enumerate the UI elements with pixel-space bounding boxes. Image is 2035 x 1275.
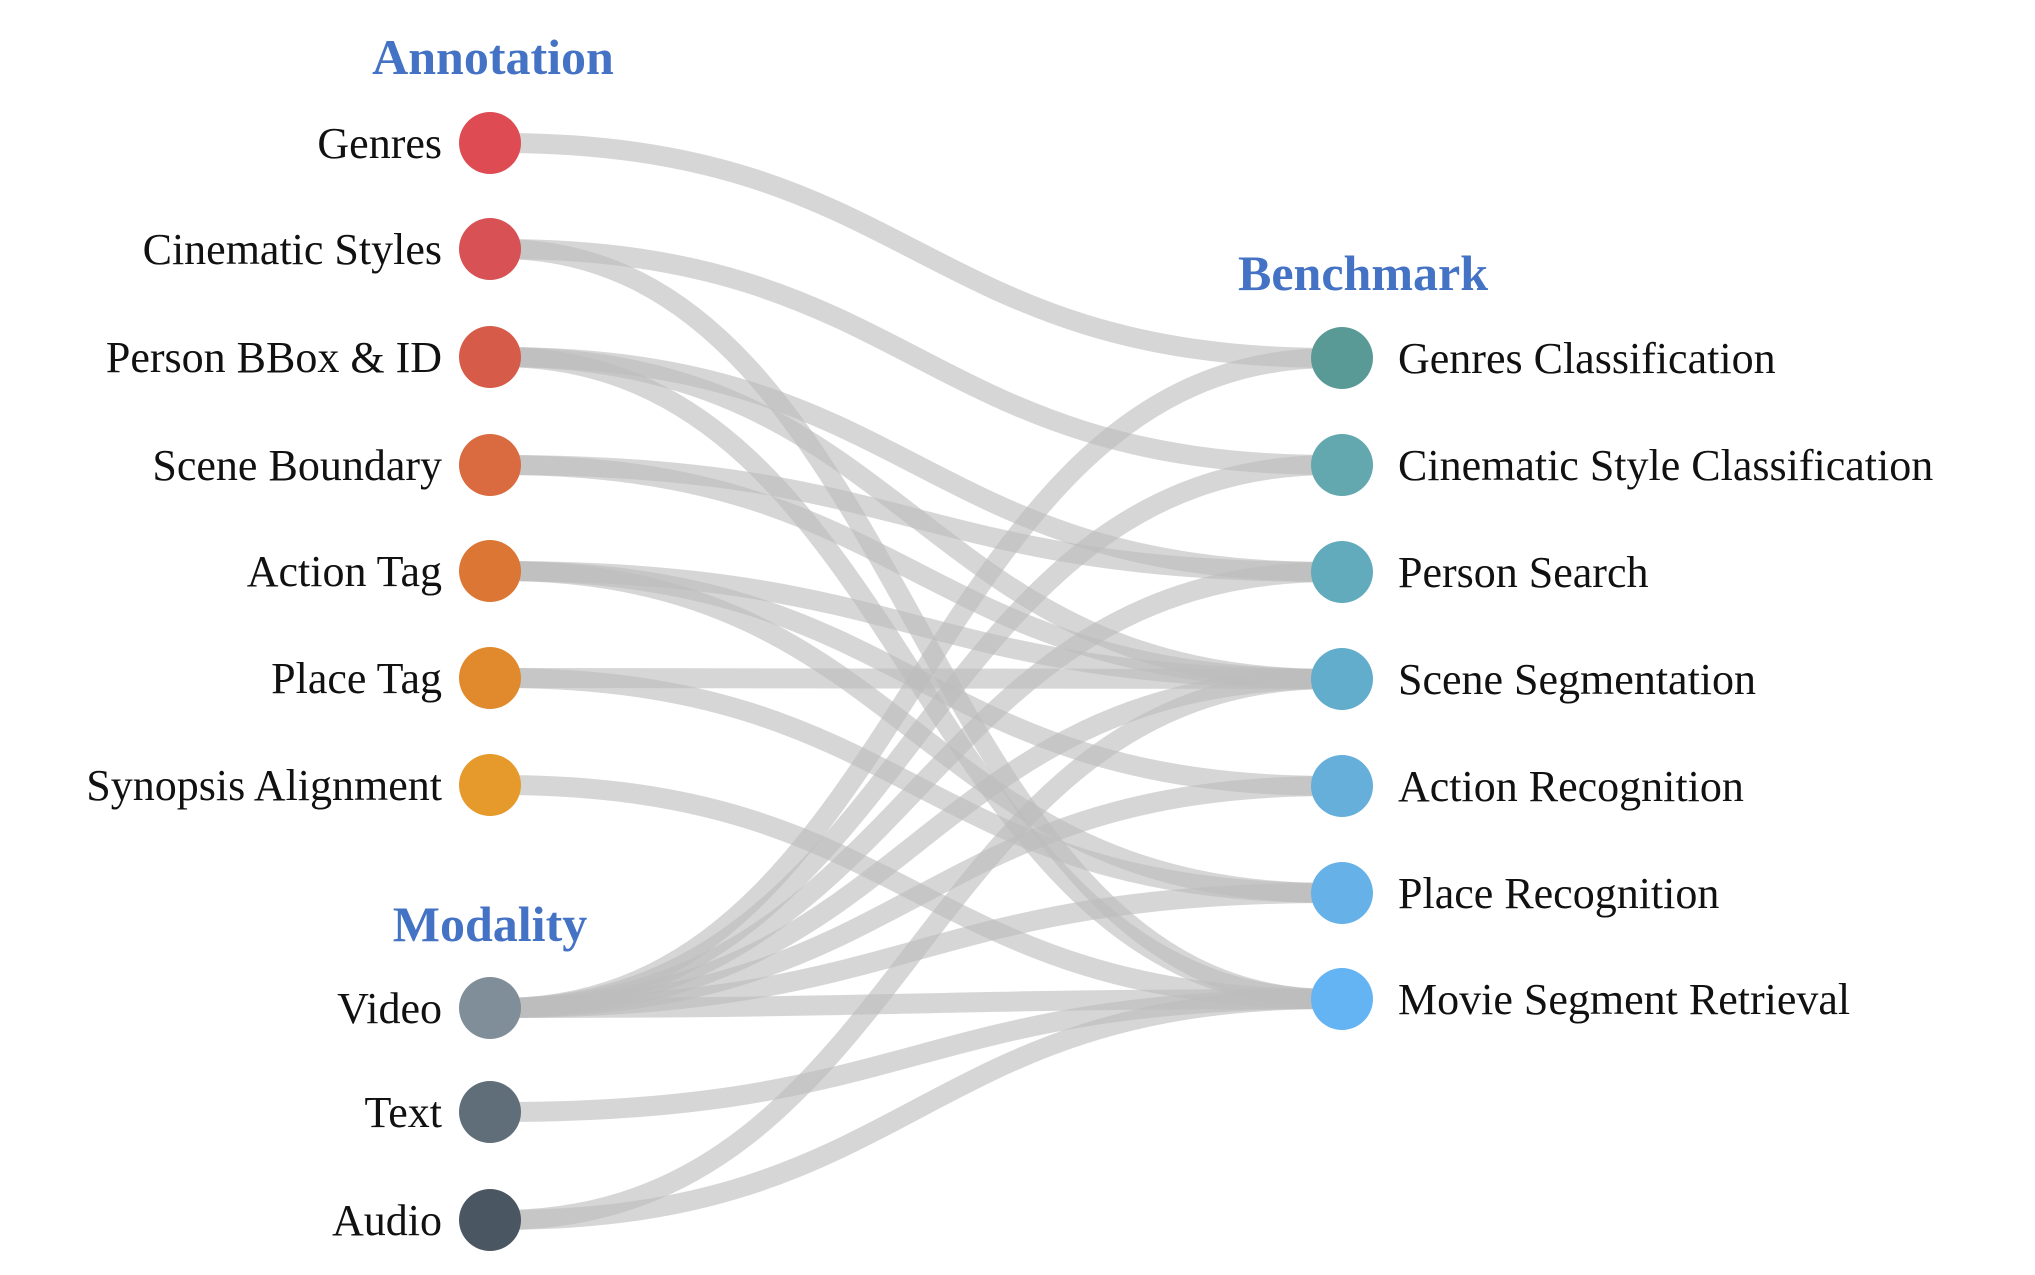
node-place-tag bbox=[459, 647, 521, 709]
label-person-bbox-id: Person BBox & ID bbox=[106, 333, 442, 382]
links-layer bbox=[490, 133, 1342, 1230]
label-action-tag: Action Tag bbox=[247, 547, 442, 596]
label-place-recognition: Place Recognition bbox=[1398, 869, 1719, 918]
node-genres bbox=[459, 112, 521, 174]
node-person-search bbox=[1311, 541, 1373, 603]
link-video-to-cinematic-style-classification bbox=[490, 455, 1342, 1018]
label-action-recognition: Action Recognition bbox=[1398, 762, 1744, 811]
label-movie-segment-retrieval: Movie Segment Retrieval bbox=[1398, 975, 1850, 1024]
modality-heading: Modality bbox=[393, 896, 587, 952]
node-person-bbox-id bbox=[459, 326, 521, 388]
link-audio-to-scene-segmentation bbox=[490, 669, 1342, 1230]
node-cinematic-style-classification bbox=[1311, 434, 1373, 496]
node-text bbox=[459, 1081, 521, 1143]
label-scene-boundary: Scene Boundary bbox=[152, 441, 442, 490]
titles-layer: Annotation Modality Benchmark bbox=[372, 29, 1488, 952]
label-synopsis-alignment: Synopsis Alignment bbox=[86, 761, 442, 810]
label-text: Text bbox=[364, 1088, 442, 1137]
node-video bbox=[459, 977, 521, 1039]
label-cinematic-styles: Cinematic Styles bbox=[143, 225, 442, 274]
node-cinematic-styles bbox=[459, 218, 521, 280]
benchmark-heading: Benchmark bbox=[1238, 245, 1488, 301]
label-person-search: Person Search bbox=[1398, 548, 1649, 597]
link-genres-to-genres-classification bbox=[490, 133, 1342, 368]
link-cinematic-styles-to-cinematic-style-classification bbox=[490, 239, 1342, 475]
node-scene-boundary bbox=[459, 434, 521, 496]
label-genres: Genres bbox=[317, 119, 442, 168]
annotation-heading: Annotation bbox=[372, 29, 614, 85]
label-genres-classification: Genres Classification bbox=[1398, 334, 1776, 383]
node-action-tag bbox=[459, 540, 521, 602]
node-place-recognition bbox=[1311, 862, 1373, 924]
label-scene-segmentation: Scene Segmentation bbox=[1398, 655, 1756, 704]
label-cinematic-style-classification: Cinematic Style Classification bbox=[1398, 441, 1933, 490]
node-action-recognition bbox=[1311, 755, 1373, 817]
node-synopsis-alignment bbox=[459, 754, 521, 816]
label-video: Video bbox=[337, 984, 442, 1033]
link-audio-to-movie-segment-retrieval bbox=[490, 989, 1342, 1230]
node-audio bbox=[459, 1189, 521, 1251]
node-genres-classification bbox=[1311, 327, 1373, 389]
label-audio: Audio bbox=[332, 1196, 442, 1245]
node-scene-segmentation bbox=[1311, 648, 1373, 710]
nodes-layer: Genres Cinematic Styles Person BBox & ID Sc… bbox=[86, 112, 1933, 1251]
node-movie-segment-retrieval bbox=[1311, 968, 1373, 1030]
label-place-tag: Place Tag bbox=[271, 654, 442, 703]
